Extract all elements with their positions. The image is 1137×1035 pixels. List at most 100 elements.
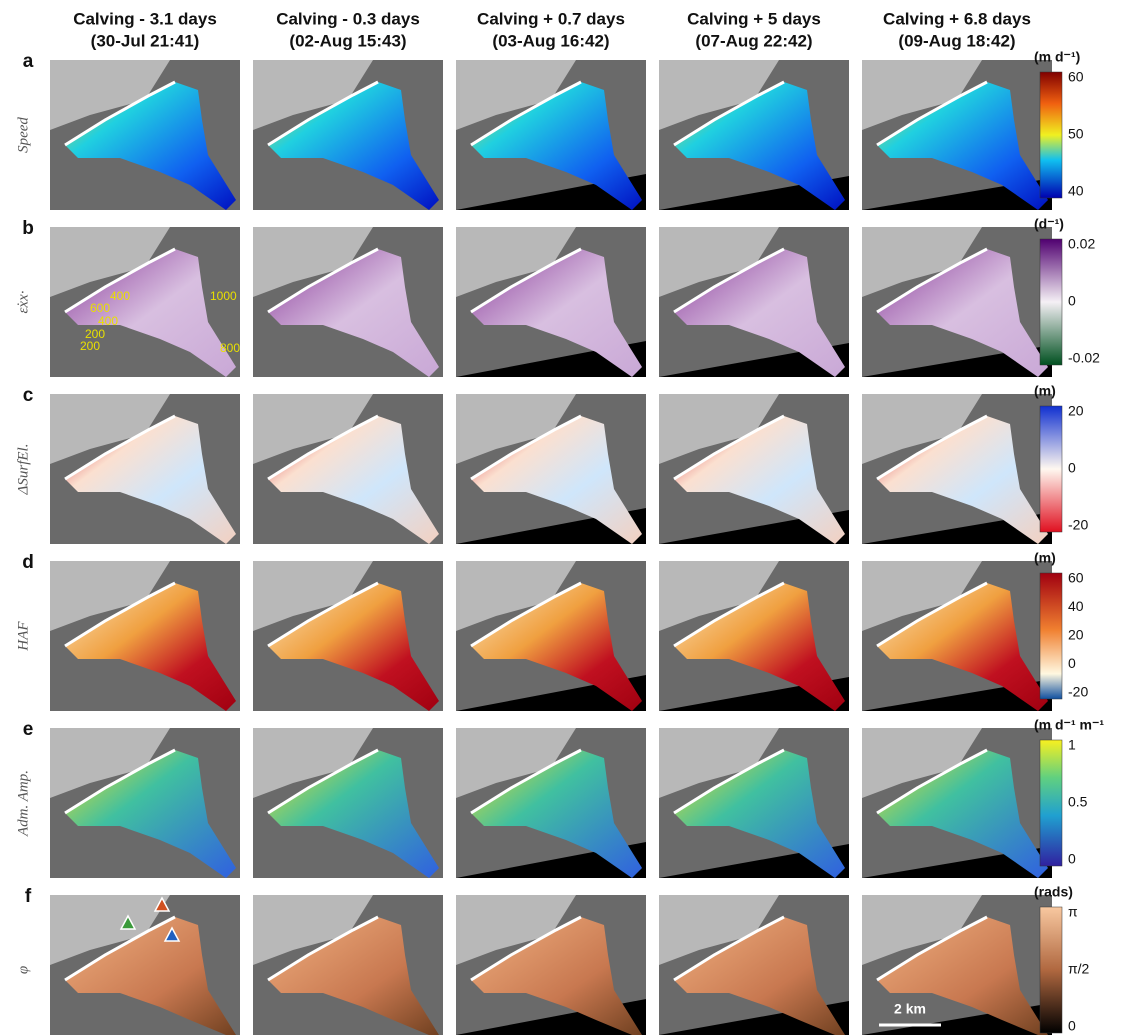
coast-texture: [659, 60, 779, 130]
coast-texture: [253, 895, 373, 965]
coast-texture: [50, 60, 170, 130]
colorbar: [1039, 405, 1063, 533]
map-panel: [456, 561, 646, 711]
calving-front: [876, 80, 988, 147]
field-overlay: [674, 249, 845, 377]
coast-texture: [659, 728, 779, 798]
colorbar: [1039, 238, 1063, 366]
map-panel: [862, 728, 1052, 878]
row-label: φ: [15, 966, 31, 974]
colorbar-tick-label: 50: [1068, 126, 1084, 142]
row-label: Speed: [15, 117, 31, 153]
field-overlay: [674, 750, 845, 878]
field-overlay: [877, 917, 1048, 1035]
map-panel: [456, 394, 646, 544]
map-panel: [862, 561, 1052, 711]
column-subtitle: (07-Aug 22:42): [695, 31, 812, 50]
calving-front: [64, 80, 176, 147]
field-overlay: [471, 583, 642, 711]
field-overlay: [268, 416, 439, 544]
row-letter: c: [23, 385, 34, 406]
coast-texture: [862, 728, 982, 798]
coast-texture: [50, 227, 170, 297]
coast-texture: [456, 561, 576, 631]
colorbar-tick-label: 0: [1068, 655, 1076, 671]
column-title: Calving + 5 days: [687, 9, 821, 28]
field-overlay: [65, 416, 236, 544]
site-marker: [119, 914, 137, 930]
calving-front: [876, 748, 988, 815]
field-overlay: [471, 917, 642, 1035]
calving-front: [64, 748, 176, 815]
coast-texture: [253, 561, 373, 631]
coast-texture: [456, 895, 576, 965]
row-letter: d: [22, 552, 34, 573]
field-overlay: [877, 249, 1048, 377]
field-overlay: [268, 917, 439, 1035]
contour-label: 200: [85, 327, 105, 341]
row-label: ε̇xx·: [15, 291, 31, 314]
field-overlay: [674, 416, 845, 544]
scale-bar-label: 2 km: [894, 1001, 926, 1017]
calving-front: [673, 80, 785, 147]
map-panel: [456, 728, 646, 878]
map-panel: [862, 227, 1052, 377]
field-overlay: [471, 750, 642, 878]
row-letter: e: [23, 719, 34, 740]
map-panel: [862, 60, 1052, 210]
colorbar-unit: (m d⁻¹): [1034, 49, 1080, 65]
column-subtitle: (09-Aug 18:42): [898, 31, 1015, 50]
field-overlay: [268, 583, 439, 711]
calving-front: [470, 414, 582, 481]
map-panel: [659, 394, 849, 544]
map-panel: [253, 227, 443, 377]
row-label: HAF: [15, 621, 31, 652]
colorbar-tick-label: -20: [1068, 517, 1088, 533]
field-overlay: [674, 82, 845, 210]
field-overlay: [65, 583, 236, 711]
calving-front: [876, 414, 988, 481]
coast-texture: [456, 728, 576, 798]
field-overlay: [877, 416, 1048, 544]
colorbar-tick-label: π: [1068, 904, 1078, 920]
colorbar-unit: (m): [1034, 383, 1056, 399]
contour-label: 600: [90, 301, 110, 315]
calving-front: [673, 414, 785, 481]
colorbar-tick-label: 60: [1068, 69, 1084, 85]
colorbar-unit: (rads): [1034, 884, 1073, 900]
column-subtitle: (30-Jul 21:41): [91, 31, 200, 50]
map-panel: [456, 227, 646, 377]
map-panel: [253, 60, 443, 210]
site-marker: [163, 926, 181, 942]
colorbar-tick-label: 0: [1068, 460, 1076, 476]
coast-texture: [862, 561, 982, 631]
map-panel: [659, 60, 849, 210]
colorbar-tick-label: 0.02: [1068, 236, 1095, 252]
colorbar-tick-label: -20: [1068, 684, 1088, 700]
coast-texture: [50, 394, 170, 464]
map-panel: [50, 895, 240, 1035]
row-letter: f: [25, 886, 32, 907]
colorbar-tick-label: 0: [1068, 851, 1076, 867]
coast-texture: [659, 227, 779, 297]
field-overlay: [65, 917, 236, 1035]
colorbar: [1039, 572, 1063, 700]
field-overlay: [877, 583, 1048, 711]
row-letter: a: [23, 51, 34, 72]
colorbar-tick-label: 20: [1068, 627, 1084, 643]
field-overlay: [65, 82, 236, 210]
map-panel: [253, 394, 443, 544]
calving-front: [470, 247, 582, 314]
colorbar: [1039, 71, 1063, 199]
coast-texture: [456, 60, 576, 130]
map-panel: [659, 895, 849, 1035]
contour-label: 400: [110, 289, 130, 303]
coast-texture: [862, 895, 982, 965]
coast-texture: [253, 227, 373, 297]
calving-front: [267, 80, 379, 147]
column-subtitle: (03-Aug 16:42): [492, 31, 609, 50]
calving-front: [673, 915, 785, 982]
map-panel: [253, 895, 443, 1035]
map-panel: [50, 394, 240, 544]
calving-front: [267, 915, 379, 982]
